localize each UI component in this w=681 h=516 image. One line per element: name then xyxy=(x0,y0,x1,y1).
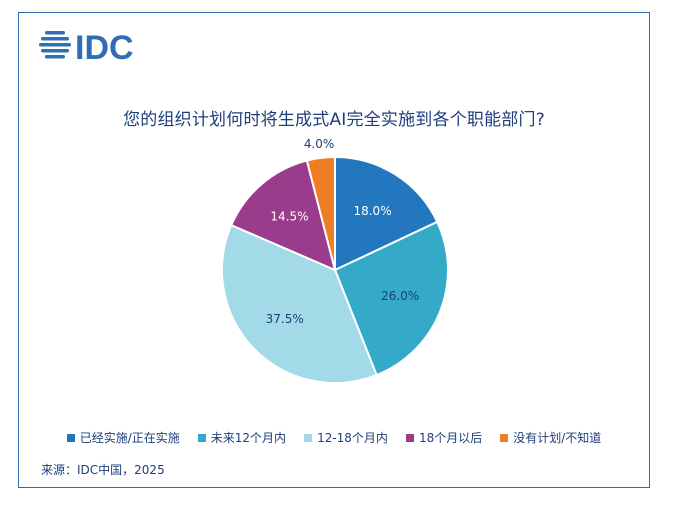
pie-slice xyxy=(305,155,336,271)
pie-slice xyxy=(221,223,378,384)
legend-item: 未来12个月内 xyxy=(197,429,287,446)
slice-label: 14.5% xyxy=(270,210,308,224)
legend-swatch xyxy=(304,433,313,442)
legend-label: 12-18个月内 xyxy=(317,431,388,445)
legend: 已经实施/正在实施 未来12个月内 12-18个月内 18个月以后 没有计划/不知道 xyxy=(19,429,649,446)
globe-icon xyxy=(39,31,71,59)
legend-item: 没有计划/不知道 xyxy=(500,429,601,446)
chart-card: IDC 您的组织计划何时将生成式AI完全实施到各个职能部门? 18.0% 26.0… xyxy=(18,12,650,488)
slice-label: 4.0% xyxy=(304,137,335,151)
pie-slice xyxy=(333,220,449,377)
slice-label: 37.5% xyxy=(266,312,304,326)
legend-swatch xyxy=(66,433,75,442)
idc-logo: IDC xyxy=(39,29,134,67)
legend-item: 18个月以后 xyxy=(405,429,483,446)
legend-swatch xyxy=(197,433,206,442)
pie-slice xyxy=(334,155,439,272)
legend-swatch xyxy=(405,433,414,442)
legend-item: 已经实施/正在实施 xyxy=(66,429,180,446)
logo-text: IDC xyxy=(75,29,134,67)
legend-label: 已经实施/正在实施 xyxy=(79,431,180,445)
legend-label: 未来12个月内 xyxy=(210,431,287,445)
legend-label: 18个月以后 xyxy=(418,431,483,445)
slice-label: 26.0% xyxy=(381,289,419,303)
legend-label: 没有计划/不知道 xyxy=(513,431,602,445)
legend-item: 12-18个月内 xyxy=(304,429,388,446)
slice-label: 18.0% xyxy=(353,204,391,218)
legend-swatch xyxy=(500,433,509,442)
source-note: 来源：IDC中国，2025 xyxy=(41,463,165,477)
pie-chart: 18.0% 26.0% 37.5% 14.5% 4.0% xyxy=(221,137,449,384)
chart-title: 您的组织计划何时将生成式AI完全实施到各个职能部门? xyxy=(123,110,545,130)
pie-slice xyxy=(229,159,337,272)
